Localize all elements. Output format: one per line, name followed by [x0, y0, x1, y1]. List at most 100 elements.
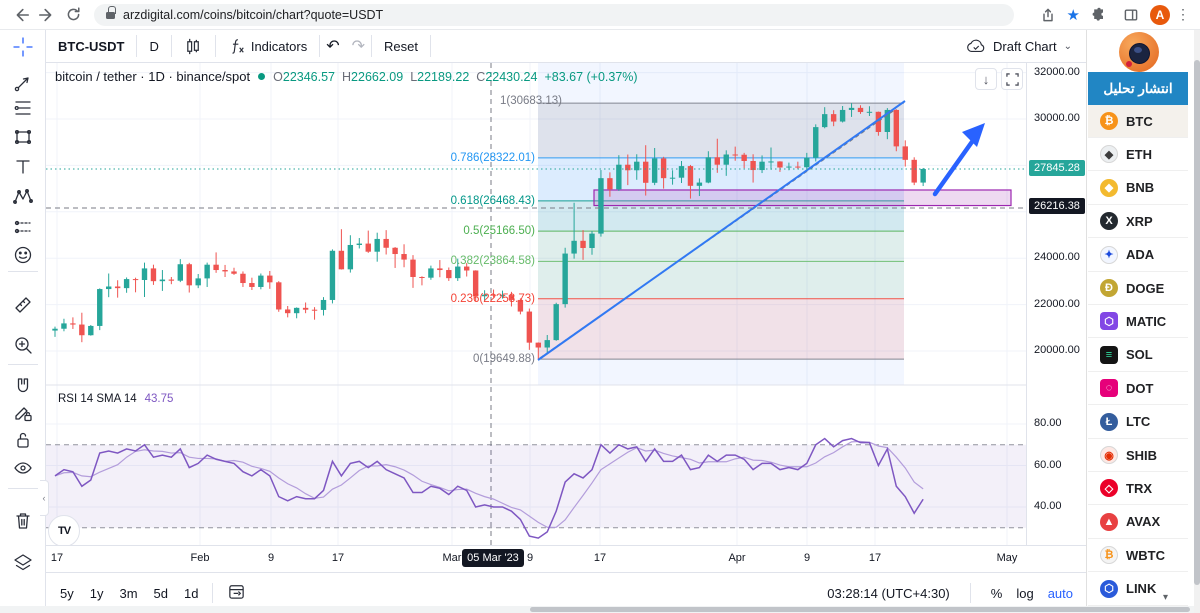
- range-button-5y[interactable]: 5y: [60, 585, 74, 601]
- collapse-pane-button[interactable]: ↓: [975, 68, 997, 90]
- object-tree-layers-icon[interactable]: [9, 549, 37, 577]
- log-scale-button[interactable]: log: [1016, 585, 1034, 601]
- publish-analysis-button[interactable]: انتشار تحلیل: [1088, 72, 1188, 105]
- sidebar-coin-ada[interactable]: ✦ ADA: [1088, 238, 1188, 272]
- drawing-mode-lock-icon[interactable]: [9, 399, 37, 427]
- back-icon[interactable]: [8, 3, 34, 27]
- candle-body: [804, 157, 810, 168]
- emoji-tool-icon[interactable]: [9, 241, 37, 269]
- market-status-dot: [258, 73, 266, 80]
- auto-scale-button[interactable]: auto: [1047, 585, 1073, 601]
- maximize-pane-button[interactable]: [1001, 68, 1023, 90]
- range-button-5d[interactable]: 5d: [153, 585, 168, 601]
- forward-icon[interactable]: [34, 3, 60, 27]
- toolbar-collapse-handle[interactable]: ‹: [40, 480, 49, 516]
- coin-sidebar: انتشار تحلیل ₿ BTC ◆ ETH ◆ BNB X XRP ✦ ADA Ð DOGE ⬡ M…: [1086, 30, 1200, 613]
- scroll-more-icon[interactable]: ▾: [1163, 592, 1169, 603]
- sidebar-coin-eth[interactable]: ◆ ETH: [1088, 138, 1188, 172]
- measure-ruler-tool-icon[interactable]: [9, 291, 37, 319]
- browser-menu-icon[interactable]: ⋮: [1176, 6, 1190, 22]
- astronaut-helmet: [1129, 43, 1150, 64]
- remove-drawings-trash-icon[interactable]: [9, 507, 37, 535]
- coin-symbol-label: SOL: [1126, 347, 1153, 363]
- candle-body: [61, 323, 67, 329]
- site-logo-avatar[interactable]: [1119, 32, 1159, 72]
- avax-coin-icon: ▲: [1100, 512, 1118, 531]
- sidebar-coin-link[interactable]: ⬡ LINK: [1088, 572, 1188, 606]
- magnet-mode-icon[interactable]: [9, 373, 37, 401]
- time-tick-label: 17: [331, 552, 345, 564]
- candle-body: [97, 289, 103, 326]
- dot-coin-icon: ◌: [1100, 379, 1118, 398]
- reset-chart-button[interactable]: Reset: [384, 38, 418, 54]
- sidebar-coin-sol[interactable]: ≡ SOL: [1088, 338, 1188, 372]
- candle-body: [472, 270, 479, 297]
- support-zone-rectangle[interactable]: [593, 189, 1012, 207]
- rsi-tick-label: 80.00: [1034, 417, 1062, 429]
- coin-symbol-label: SHIB: [1126, 447, 1158, 463]
- sidebar-coin-wbtc[interactable]: ₿ WBTC: [1088, 539, 1188, 573]
- range-button-1y[interactable]: 1y: [89, 585, 104, 601]
- zoom-in-tool-icon[interactable]: [9, 331, 37, 359]
- draft-chart-button[interactable]: Draft Chart ⌄: [954, 30, 1086, 62]
- sidebar-coin-dot[interactable]: ◌ DOT: [1088, 372, 1188, 406]
- undo-button[interactable]: ↶: [326, 38, 340, 55]
- candle-body: [446, 270, 452, 279]
- trend-line-tool-icon[interactable]: [9, 69, 37, 97]
- chart-canvas[interactable]: [46, 63, 1026, 545]
- candle-body: [222, 270, 228, 272]
- bookmark-star-icon[interactable]: ★: [1066, 6, 1080, 24]
- shapes-tool-icon[interactable]: [9, 123, 37, 151]
- sidebar-coin-trx[interactable]: ◇ TRX: [1088, 472, 1188, 506]
- secure-lock-icon: [106, 6, 116, 21]
- side-panel-icon[interactable]: [1118, 3, 1144, 27]
- sidebar-coin-bnb[interactable]: ◆ BNB: [1088, 171, 1188, 205]
- crosshair-tool-icon[interactable]: [9, 33, 37, 61]
- coin-symbol-label: BTC: [1126, 113, 1153, 129]
- lock-all-drawings-icon[interactable]: [9, 426, 37, 454]
- share-icon[interactable]: [1035, 3, 1061, 27]
- sidebar-coin-matic[interactable]: ⬡ MATIC: [1088, 305, 1188, 339]
- candle-body: [293, 307, 300, 314]
- hide-drawings-eye-icon[interactable]: [9, 454, 37, 482]
- profile-avatar[interactable]: A: [1150, 4, 1170, 25]
- range-button-3m[interactable]: 3m: [119, 585, 138, 601]
- chart-style-candles-icon[interactable]: [172, 30, 215, 62]
- go-to-date-icon[interactable]: [219, 582, 254, 604]
- candle-body: [535, 342, 541, 348]
- range-button-1d[interactable]: 1d: [184, 585, 199, 601]
- fib-retracement-tool-icon[interactable]: [9, 94, 37, 122]
- address-bar[interactable]: arzdigital.com/coins/bitcoin/chart?quote…: [94, 3, 1014, 26]
- candle-body: [750, 160, 756, 171]
- percent-scale-button[interactable]: %: [990, 585, 1003, 601]
- chart-plot-area[interactable]: bitcoin / tether · 1D · binance/spot O22…: [46, 63, 1026, 545]
- page-horizontal-scrollbar[interactable]: [0, 606, 1194, 613]
- sidebar-coin-avax[interactable]: ▲ AVAX: [1088, 505, 1188, 539]
- page-vertical-scrollbar[interactable]: [1194, 30, 1200, 613]
- ltc-coin-icon: Ł: [1100, 412, 1118, 431]
- text-tool-icon[interactable]: [9, 153, 37, 181]
- sidebar-coin-xrp[interactable]: X XRP: [1088, 205, 1188, 239]
- sidebar-coin-doge[interactable]: Ð DOGE: [1088, 272, 1188, 305]
- xabcd-pattern-tool-icon[interactable]: [9, 183, 37, 211]
- trend-line-drawing[interactable]: [537, 100, 906, 361]
- reload-icon[interactable]: [60, 3, 86, 27]
- tradingview-logo[interactable]: TV: [48, 515, 80, 545]
- interval-button[interactable]: D: [149, 38, 159, 54]
- clock-utc[interactable]: 03:28:14 (UTC+4:30): [827, 585, 950, 601]
- sidebar-coin-ltc[interactable]: Ł LTC: [1088, 405, 1188, 439]
- sidebar-coin-shib[interactable]: ◉ SHIB: [1088, 439, 1188, 472]
- redo-button[interactable]: ↷: [351, 38, 366, 55]
- forecast-tool-icon[interactable]: [9, 213, 37, 241]
- sidebar-coin-btc[interactable]: ₿ BTC: [1088, 105, 1188, 138]
- time-axis[interactable]: 17 Feb 9 17 Mar 9 17 Apr 9 17 May 05 Mar '23: [46, 545, 1086, 572]
- candle-body: [651, 158, 658, 183]
- candle-body: [848, 107, 855, 110]
- symbol-button[interactable]: BTC-USDT: [58, 38, 125, 54]
- price-axis[interactable]: 32000.00 30000.00 24000.00 22000.00 20000.00…: [1026, 63, 1086, 545]
- candle-body: [401, 254, 407, 260]
- up-arrow-drawing[interactable]: [932, 123, 985, 197]
- indicators-button[interactable]: Indicators: [216, 30, 319, 62]
- rsi-sma-line: [54, 440, 924, 528]
- extensions-puzzle-icon[interactable]: [1086, 3, 1112, 27]
